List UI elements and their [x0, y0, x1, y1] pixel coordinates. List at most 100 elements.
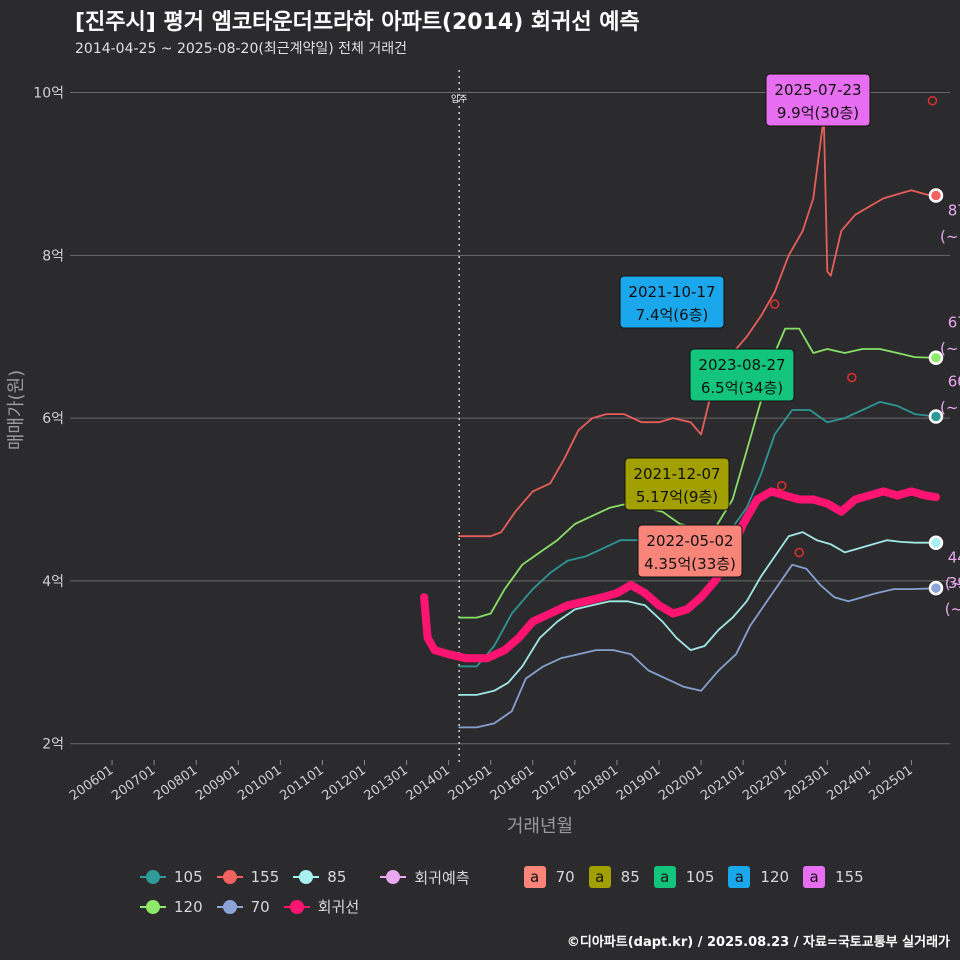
chart-title: [진주시] 평거 엠코타운더프라하 아파트(2014) 회귀선 예측 — [75, 10, 640, 35]
legend-label: 120 — [760, 868, 790, 886]
legend-row-2: 120 70 회귀선 — [140, 896, 373, 917]
end-area-label: (~70㎡) — [945, 600, 960, 618]
end-area-label: (~120㎡) — [940, 340, 960, 358]
legend-item-85: 85 — [293, 868, 346, 886]
end-area-label: (~85㎡) — [945, 575, 960, 593]
legend-key — [293, 868, 320, 886]
chart-canvas: 2억 4억 6억 8억 10억 20060120070120080120090120100… — [6, 70, 960, 837]
x-tick-label: 201301 — [362, 763, 411, 804]
max-label-price: 5.17억(9층) — [636, 488, 718, 506]
legend-label: 155 — [250, 868, 280, 886]
x-axis-title: 거래년월 — [507, 816, 573, 837]
legend-label: 회귀예측 — [414, 868, 470, 887]
legend-box-key: a — [588, 866, 611, 888]
x-tick-label: 201901 — [614, 763, 663, 804]
end-point-105 — [928, 409, 944, 424]
x-tick-label: 202101 — [698, 763, 747, 804]
max-label-price: 9.9억(30층) — [777, 104, 859, 122]
end-area-label: (~155㎡) — [940, 227, 960, 245]
max-point-marker — [847, 372, 857, 383]
legend-box-120: a 120 — [728, 866, 789, 888]
end-value-label: 44,696 — [948, 549, 960, 567]
x-tick-label: 201801 — [572, 763, 621, 804]
x-tick-label: 200801 — [151, 763, 200, 804]
max-point-marker — [927, 95, 938, 106]
y-tick-label: 4억 — [42, 574, 64, 590]
end-point-70 — [928, 580, 944, 596]
legend-item-70: 70 — [216, 897, 270, 916]
series-line-70 — [458, 563, 937, 729]
end-point-120 — [928, 350, 944, 365]
legend-key — [216, 868, 243, 886]
max-label-box-70 — [637, 524, 743, 578]
legend-key — [380, 868, 407, 886]
x-tick-label: 202001 — [656, 763, 705, 804]
legend-box-key: a — [653, 866, 676, 888]
legend-box-key: a — [803, 866, 826, 888]
legend-key — [140, 898, 166, 916]
max-label-box-85 — [624, 457, 730, 511]
move-in-label: 입주 — [451, 93, 468, 105]
max-label-box-120 — [619, 275, 725, 329]
x-tick-label: 201401 — [404, 763, 453, 804]
max-label-date: 2025-07-23 — [774, 81, 861, 99]
max-label-date: 2023-08-27 — [698, 356, 785, 374]
x-tick-label: 202301 — [782, 763, 831, 804]
end-point-85 — [928, 535, 944, 550]
y-tick-label: 2억 — [42, 737, 64, 753]
max-label-price: 6.5억(34층) — [701, 379, 783, 397]
max-label-date: 2021-12-07 — [633, 465, 720, 483]
y-tick-label: 6억 — [42, 411, 64, 427]
x-tick-label: 201501 — [446, 763, 495, 804]
legend-label: 105 — [174, 868, 203, 886]
legend-box-85: a 85 — [588, 866, 640, 888]
end-value-label: 60,200 — [948, 373, 960, 391]
x-tick-label: 201001 — [235, 763, 284, 804]
legend-label: 85 — [620, 868, 640, 886]
legend-label: 155 — [835, 868, 864, 886]
max-point-marker — [794, 547, 804, 558]
legend-key — [140, 868, 166, 886]
legend-key — [283, 898, 310, 916]
source-caption: ©디아파트(dapt.kr) / 2025.08.23 / 자료=국토교통부 실… — [566, 935, 950, 950]
x-tick-label: 201701 — [530, 763, 579, 804]
max-label-date: 2022-05-02 — [646, 532, 733, 550]
x-tick-label: 201201 — [320, 763, 369, 804]
x-tick-label: 200601 — [67, 763, 116, 804]
legend-item-120: 120 — [140, 898, 203, 916]
x-tick-label: 202501 — [866, 763, 915, 804]
legend-label: 105 — [685, 868, 715, 886]
series-line-85 — [458, 531, 937, 696]
y-tick-label: 10억 — [33, 86, 64, 102]
max-label-date: 2021-10-17 — [628, 283, 715, 301]
legend-item-105: 105 — [140, 868, 203, 886]
end-value-label: 87,357 — [948, 201, 960, 219]
end-value-label: 67,425 — [948, 314, 960, 332]
legend-item-regression: 회귀선 — [283, 896, 360, 917]
x-tick-label: 201101 — [277, 763, 326, 804]
legend-item-regression-predict: 회귀예측 — [380, 867, 470, 888]
x-tick-label: 200901 — [193, 763, 242, 804]
x-tick-label: 202401 — [824, 763, 873, 804]
end-value-label: 39,120 — [948, 574, 960, 592]
legend-label: 70 — [555, 868, 575, 886]
legend-box-70: a 70 — [523, 866, 575, 888]
max-point-marker — [776, 480, 787, 491]
legend-label: 85 — [327, 868, 347, 886]
max-label-box-155 — [765, 73, 871, 127]
x-tick-label: 201601 — [488, 763, 537, 804]
end-point-155 — [928, 188, 944, 203]
end-area-label: (~105㎡) — [940, 399, 960, 417]
legend-box-155: a 155 — [803, 866, 864, 888]
max-label-price: 4.35억(33층) — [644, 555, 736, 573]
legend-label: 회귀선 — [317, 898, 360, 916]
legend-label: 120 — [174, 897, 203, 916]
y-tick-label: 8억 — [42, 248, 64, 264]
max-label-price: 7.4억(6층) — [636, 306, 709, 324]
legend-label: 70 — [250, 897, 270, 916]
max-label-box-105 — [689, 348, 795, 402]
chart-subtitle: 2014-04-25 ~ 2025-08-20(최근계약일) 전체 거래건 — [75, 41, 407, 57]
legend-box-key: a — [728, 866, 751, 888]
legend-key — [216, 898, 243, 916]
y-axis-title: 매매가(원) — [6, 370, 27, 450]
